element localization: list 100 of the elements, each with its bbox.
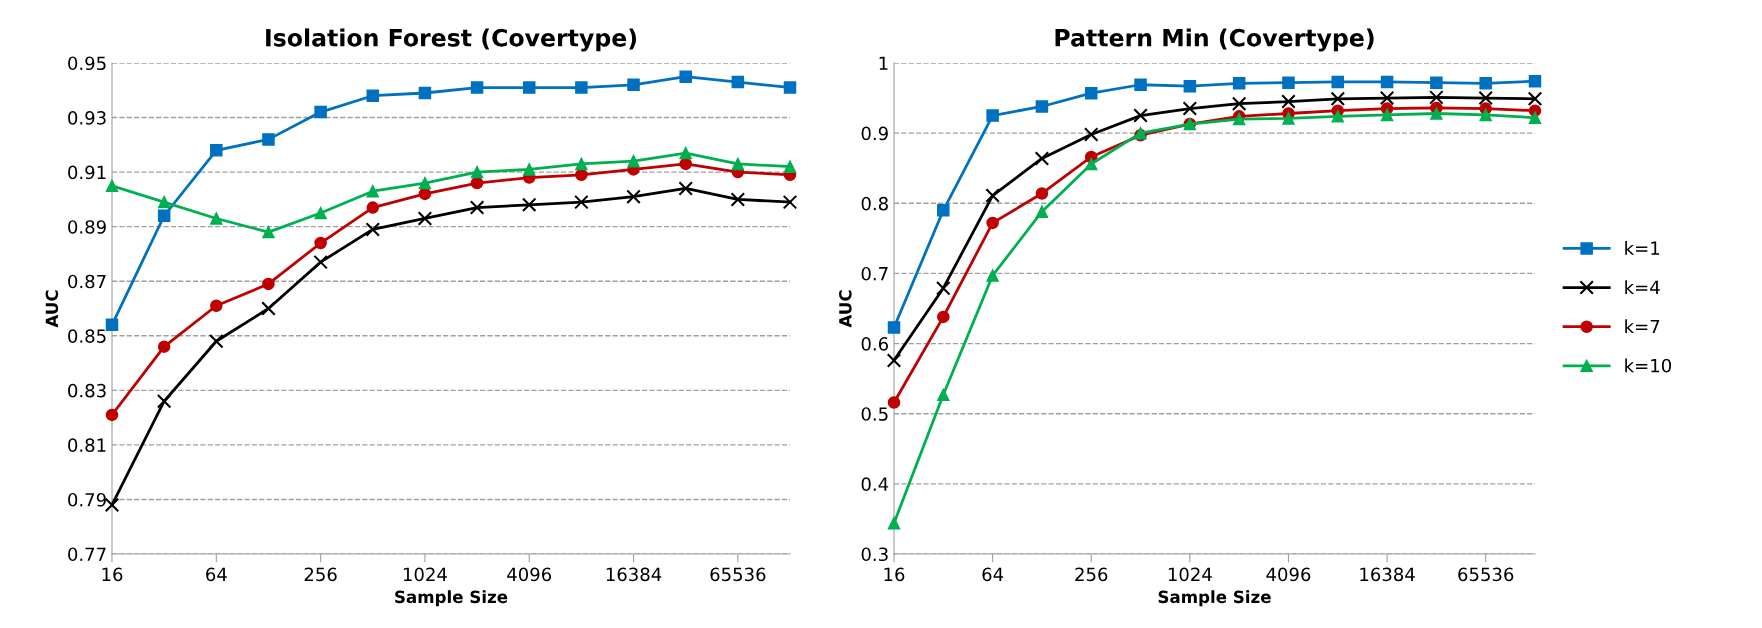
point bbox=[1232, 77, 1246, 90]
y-tick-label: 0.6 bbox=[861, 337, 888, 351]
y-axis-title: AUC bbox=[45, 290, 59, 328]
chart-title: Pattern Min (Covertype) bbox=[1055, 28, 1374, 52]
point bbox=[1035, 187, 1049, 200]
point bbox=[575, 81, 588, 94]
point bbox=[105, 179, 119, 193]
point bbox=[105, 318, 119, 332]
x-tick-label: 1024 bbox=[1168, 567, 1212, 582]
point bbox=[1282, 76, 1295, 89]
point bbox=[314, 206, 327, 220]
legend-label: k=1 bbox=[1625, 241, 1660, 255]
point bbox=[470, 176, 484, 190]
point bbox=[365, 222, 381, 237]
point bbox=[1133, 108, 1148, 123]
point bbox=[985, 188, 1000, 203]
point bbox=[627, 154, 640, 168]
point bbox=[937, 204, 950, 217]
point bbox=[366, 184, 380, 198]
point bbox=[1083, 127, 1099, 142]
y-tick-label: 0.4 bbox=[861, 477, 889, 491]
y-tick-label: 0.9 bbox=[861, 126, 888, 141]
point bbox=[986, 216, 999, 230]
x-tick-label: 256 bbox=[304, 567, 337, 582]
point bbox=[1182, 101, 1198, 116]
y-tick-label: 0.95 bbox=[68, 56, 106, 71]
point bbox=[1527, 91, 1543, 107]
point bbox=[314, 105, 327, 119]
x-tick-label: 16 bbox=[884, 567, 905, 582]
y-tick-label: 0.89 bbox=[68, 220, 106, 234]
point bbox=[1479, 77, 1492, 90]
point bbox=[157, 209, 171, 223]
y-tick-label: 0.83 bbox=[68, 383, 106, 398]
point bbox=[678, 181, 693, 196]
x-tick-label: 64 bbox=[206, 567, 227, 582]
y-tick-label: 0.77 bbox=[68, 547, 106, 562]
point bbox=[314, 236, 327, 250]
point bbox=[104, 497, 120, 513]
y-tick-label: 0.91 bbox=[68, 165, 106, 180]
point bbox=[1429, 90, 1444, 105]
point bbox=[679, 70, 692, 83]
point bbox=[470, 81, 484, 94]
point bbox=[210, 212, 223, 225]
point bbox=[1282, 112, 1295, 125]
point bbox=[886, 353, 902, 368]
point bbox=[1084, 157, 1098, 171]
x-tick-label: 256 bbox=[1075, 567, 1108, 582]
x-tick-label: 65536 bbox=[710, 567, 766, 582]
point bbox=[210, 144, 223, 157]
point bbox=[627, 78, 640, 92]
point bbox=[936, 280, 951, 296]
point bbox=[105, 408, 119, 422]
x-tick-label: 4096 bbox=[507, 567, 552, 582]
point bbox=[782, 194, 798, 210]
point bbox=[313, 254, 328, 270]
y-axis-title: AUC bbox=[839, 290, 852, 328]
x-tick-label: 65536 bbox=[1458, 567, 1514, 582]
point bbox=[1430, 107, 1443, 120]
y-tick-label: 0.3 bbox=[861, 547, 888, 562]
point bbox=[210, 299, 223, 313]
point bbox=[1035, 100, 1049, 113]
point bbox=[574, 194, 589, 210]
y-tick-label: 0.93 bbox=[68, 111, 106, 125]
point bbox=[575, 168, 588, 182]
y-tick-label: 0.7 bbox=[861, 266, 888, 281]
y-tick-label: 0.5 bbox=[861, 407, 888, 421]
chart-title: Isolation Forest (Covertype) bbox=[266, 28, 637, 52]
point bbox=[521, 197, 537, 213]
x-tick-label: 64 bbox=[982, 567, 1004, 582]
y-tick-label: 0.8 bbox=[861, 196, 888, 211]
point bbox=[366, 89, 380, 102]
point bbox=[522, 163, 536, 176]
point bbox=[262, 225, 275, 239]
point bbox=[1528, 111, 1542, 124]
point bbox=[1380, 108, 1394, 122]
point bbox=[1281, 94, 1296, 109]
point bbox=[731, 157, 745, 171]
point bbox=[679, 146, 692, 160]
y-tick-label: 0.87 bbox=[68, 274, 106, 289]
point bbox=[418, 187, 432, 201]
y-tick-label: 0.81 bbox=[68, 438, 106, 453]
point bbox=[1231, 96, 1247, 111]
point bbox=[986, 109, 999, 122]
legend-label: k=4 bbox=[1625, 280, 1660, 294]
point bbox=[887, 321, 901, 334]
point bbox=[575, 157, 588, 171]
point bbox=[1134, 78, 1147, 91]
point bbox=[1084, 86, 1098, 100]
y-tick-label: 1 bbox=[879, 56, 888, 70]
x-tick-label: 16384 bbox=[1360, 567, 1415, 582]
point bbox=[730, 192, 746, 207]
point bbox=[626, 189, 641, 204]
point bbox=[1479, 108, 1492, 122]
point bbox=[1183, 79, 1197, 93]
point bbox=[986, 269, 999, 282]
x-tick-label: 16 bbox=[102, 567, 123, 582]
point bbox=[731, 75, 745, 89]
x-tick-label: 4096 bbox=[1266, 567, 1311, 582]
x-axis-title: Sample Size bbox=[1158, 590, 1271, 607]
point bbox=[209, 333, 224, 349]
